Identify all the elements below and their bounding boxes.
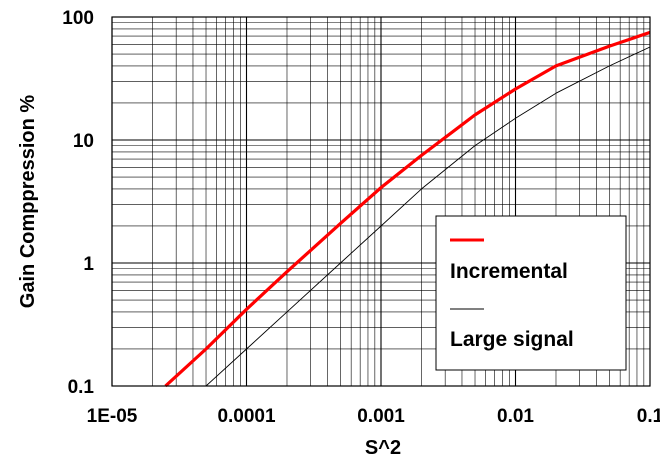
series-line-large-signal (205, 46, 651, 387)
legend-box (435, 215, 627, 371)
y-tick-label: 0.1 (68, 377, 95, 398)
y-tick-label: 10 (73, 131, 94, 152)
y-tick-label: 1 (83, 254, 94, 275)
series-layer (164, 30, 651, 388)
x-tick-labels: 1E-05 0.0001 0.001 0.01 0.1 (87, 406, 660, 427)
x-tick-label: 0.01 (497, 406, 534, 427)
x-tick-label: 0.0001 (217, 406, 276, 427)
x-tick-label: 0.1 (637, 406, 660, 427)
y-tick-label: 100 (62, 8, 94, 29)
legend-label-large-signal: Large signal (450, 328, 574, 351)
x-axis-title: S^2 (365, 437, 401, 459)
plot-frame (111, 16, 651, 387)
legend: Incremental Large signal (435, 215, 627, 371)
x-tick-label: 1E-05 (87, 406, 138, 427)
legend-label-incremental: Incremental (450, 260, 568, 283)
y-axis-title: Gain Comppression % (17, 95, 39, 309)
series-line-incremental (164, 30, 651, 388)
y-tick-labels: 0.1 1 10 100 (62, 8, 94, 398)
x-tick-label: 0.001 (357, 406, 405, 427)
